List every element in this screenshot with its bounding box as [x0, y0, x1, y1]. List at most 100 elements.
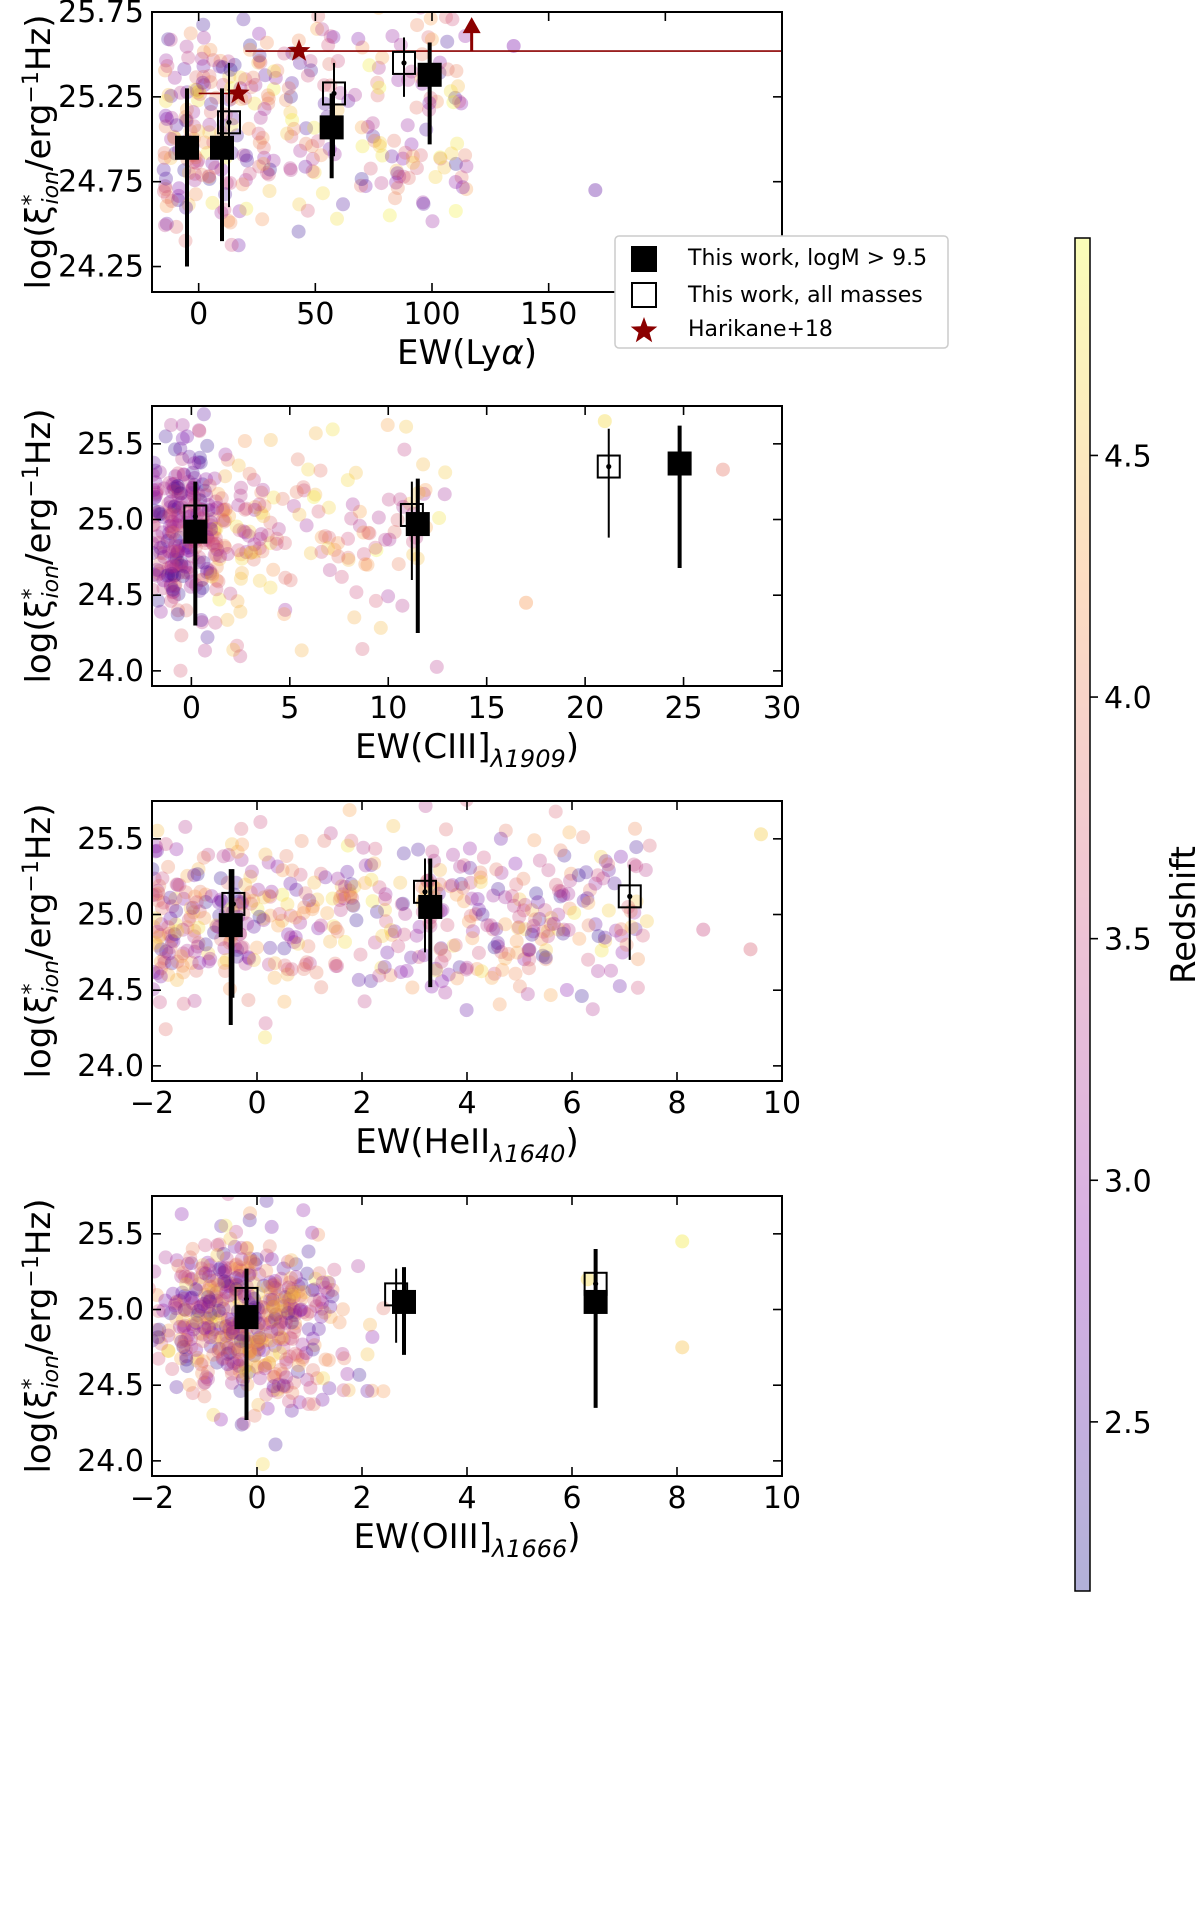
scatter-point: [365, 1383, 380, 1398]
scatter-point: [552, 883, 566, 898]
scatter-point: [382, 208, 397, 223]
x-axis-label-main: EW(Ly: [397, 333, 501, 373]
scatter-point: [310, 21, 325, 36]
scatter-point: [158, 1293, 173, 1308]
scatter-point: [190, 1308, 205, 1323]
scatter-point: [372, 968, 387, 983]
scatter-point: [163, 929, 178, 943]
scatter-point: [302, 956, 317, 971]
scatter-point: [247, 1348, 262, 1363]
scatter-point: [312, 1292, 327, 1307]
scatter-point: [195, 581, 210, 595]
scatter-point: [200, 565, 214, 580]
scatter-point: [389, 163, 404, 178]
scatter-point: [234, 1240, 249, 1255]
scatter-point: [185, 1296, 200, 1311]
x-tick-label: 150: [520, 297, 577, 332]
scatter-point: [164, 110, 179, 125]
scatter-point: [201, 498, 216, 512]
scatter-point: [189, 963, 204, 978]
scatter-point: [161, 1323, 176, 1338]
scatter-point: [197, 911, 212, 925]
scatter-point: [308, 1271, 323, 1286]
binned-massive-marker: [218, 913, 243, 938]
scatter-point: [267, 1276, 282, 1291]
scatter-point: [168, 917, 183, 932]
scatter-point: [243, 545, 258, 560]
scatter-point: [629, 859, 644, 874]
scatter-point: [269, 531, 284, 546]
scatter-point: [176, 1340, 191, 1355]
scatter-point: [229, 1257, 244, 1272]
scatter-point: [332, 1315, 347, 1330]
scatter-point: [509, 934, 524, 949]
scatter-point: [433, 863, 447, 877]
scatter-point: [166, 525, 181, 540]
scatter-point: [351, 972, 366, 987]
scatter-point: [157, 550, 172, 564]
scatter-point: [188, 82, 202, 97]
x-axis-label: EW(CIII]λ1909): [355, 727, 579, 773]
scatter-point: [171, 188, 186, 203]
scatter-point: [282, 1301, 297, 1316]
scatter-point: [201, 1283, 216, 1297]
scatter-point: [262, 162, 277, 177]
scatter-point: [233, 649, 248, 664]
scatter-point: [157, 955, 172, 970]
scatter-point: [310, 892, 325, 907]
scatter-point: [571, 868, 586, 883]
scatter-point: [486, 888, 501, 903]
scatter-point: [237, 434, 252, 448]
scatter-point: [152, 1322, 167, 1337]
scatter-point: [185, 1316, 200, 1331]
scatter-point: [268, 1274, 283, 1288]
scatter-point: [283, 161, 298, 176]
scatter-point: [153, 604, 168, 619]
scatter-point: [306, 1397, 321, 1412]
scatter-point: [510, 945, 525, 960]
scatter-point: [449, 887, 464, 902]
scatter-point: [170, 479, 185, 493]
scatter-point: [201, 946, 216, 961]
scatter-point: [454, 170, 469, 185]
scatter-point: [271, 1377, 286, 1392]
scatter-point: [354, 178, 368, 193]
scatter-point: [465, 931, 480, 946]
scatter-point: [239, 1241, 254, 1256]
binned-massive-marker: [234, 1305, 259, 1330]
scatter-point: [203, 75, 218, 90]
scatter-point: [220, 1357, 235, 1372]
scatter-point: [334, 569, 349, 584]
x-tick-label: 6: [562, 1481, 581, 1516]
scatter-point: [317, 78, 332, 93]
x-axis-label-sub: λ1640: [488, 1140, 565, 1168]
scatter-point: [179, 1303, 194, 1318]
scatter-point: [162, 531, 177, 545]
scatter-point: [471, 945, 486, 960]
scatter-point: [358, 876, 372, 890]
scatter-point: [168, 1296, 183, 1311]
scatter-point: [291, 1364, 305, 1379]
x-tick-label: 20: [566, 691, 604, 726]
scatter-point: [163, 508, 178, 523]
scatter-point: [168, 484, 183, 499]
scatter-point: [284, 1315, 299, 1330]
scatter-point: [191, 920, 206, 935]
scatter-layer: [152, 1196, 690, 1472]
scatter-point: [564, 866, 579, 881]
scatter-point: [512, 979, 527, 994]
scatter-point: [170, 508, 185, 523]
scatter-point: [541, 923, 556, 938]
scatter-point: [161, 926, 176, 941]
scatter-point: [221, 1196, 235, 1202]
scatter-point: [307, 875, 322, 890]
x-tick-label: 4: [457, 1086, 476, 1121]
scatter-point: [153, 928, 168, 942]
scatter-point: [218, 964, 233, 978]
scatter-point: [187, 166, 202, 181]
scatter-point: [344, 833, 359, 848]
scatter-point: [154, 1336, 169, 1351]
scatter-point: [273, 1346, 287, 1360]
scatter-point: [251, 1332, 266, 1347]
scatter-point: [195, 1327, 210, 1342]
